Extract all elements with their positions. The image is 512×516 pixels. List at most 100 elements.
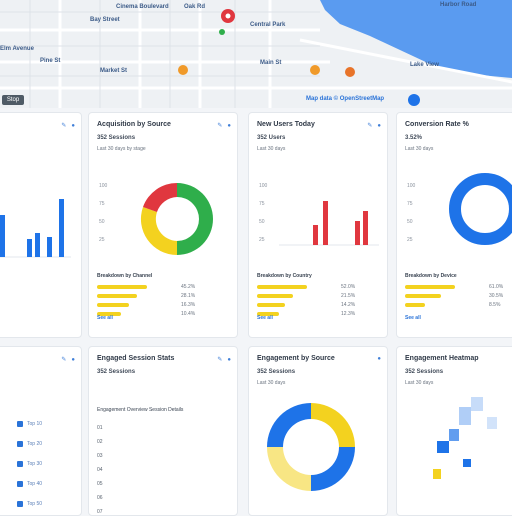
list-item-label: Top 40 — [27, 481, 43, 487]
heat-cell — [449, 429, 459, 441]
table-row[interactable]: 02 — [97, 437, 227, 447]
card-tools: ✎ ● — [212, 122, 231, 129]
legend-value: 61.0% — [489, 284, 504, 290]
donut-chart — [140, 182, 213, 256]
list-item[interactable]: Top 50 — [0, 499, 81, 509]
edit-icon[interactable]: ✎ — [217, 357, 223, 363]
checkbox[interactable] — [17, 481, 23, 487]
card-title: Engagement Heatmap — [405, 355, 479, 362]
map-street-label: Main St — [260, 60, 282, 66]
card-tools: ● — [372, 356, 381, 362]
legend-value: 21.5% — [341, 293, 356, 299]
map-street-label: Oak Rd — [184, 4, 206, 10]
donut-slice — [267, 403, 311, 447]
table-header: Engagement Overview Session Details — [97, 407, 184, 413]
legend-bar — [257, 312, 280, 316]
legend-bar — [405, 303, 425, 307]
heat-cell — [433, 469, 441, 479]
card-acquisition: Acquisition by Source ✎ ● 352 Sessions La… — [88, 112, 238, 338]
info-icon[interactable]: ● — [377, 356, 381, 362]
map-pin-green-icon — [219, 29, 225, 35]
list-item[interactable]: Top 10 — [0, 419, 81, 429]
row-number: 03 — [97, 453, 103, 459]
bar — [313, 225, 318, 245]
card-range: Last 30 days — [257, 380, 286, 386]
see-all-link[interactable]: See all — [257, 315, 273, 321]
map-canvas[interactable] — [0, 0, 512, 108]
card-metric: 3.52% — [405, 135, 423, 141]
y-tick: 25 — [407, 237, 413, 243]
donut-slice — [311, 447, 355, 491]
y-tick: 75 — [259, 201, 265, 207]
map-street-label: Pine St — [40, 58, 61, 64]
heat-cell — [487, 417, 497, 429]
map-stop-button[interactable]: Stop — [2, 95, 24, 105]
edit-icon[interactable]: ✎ — [61, 123, 67, 129]
table-row[interactable]: 06 — [97, 493, 227, 503]
card-conversion: Conversion Rate % 3.52% Last 30 days 100… — [396, 112, 512, 338]
card-title: Acquisition by Source — [97, 121, 171, 128]
legend-bar — [405, 294, 441, 298]
legend-bar — [257, 285, 307, 289]
legend-row: 52.0% — [257, 284, 355, 290]
list-item[interactable]: Top 30 — [0, 459, 81, 469]
row-number: 02 — [97, 439, 103, 445]
bar — [355, 221, 360, 245]
y-tick: 50 — [99, 219, 105, 225]
info-icon[interactable]: ● — [71, 357, 75, 363]
map-attribution[interactable]: Map data © OpenStreetMap — [306, 96, 385, 102]
legend-bar — [257, 294, 293, 298]
donut-slice — [177, 183, 213, 255]
edit-icon[interactable]: ✎ — [61, 357, 67, 363]
legend-row: 21.5% — [257, 293, 355, 299]
list-item-label: Top 50 — [27, 501, 43, 507]
y-tick: 50 — [259, 219, 265, 225]
location-icon[interactable] — [408, 94, 420, 106]
card-range: Last 30 days by stage — [97, 146, 146, 152]
see-all-link[interactable]: See all — [97, 315, 113, 321]
card-heatmap: Engagement Heatmap 352 Sessions Last 30 … — [396, 346, 512, 516]
card-metric: 352 Sessions — [97, 369, 136, 375]
legend-bar — [97, 303, 129, 307]
heat-cell — [463, 459, 471, 467]
info-icon[interactable]: ● — [227, 123, 231, 129]
list-item-label: Top 20 — [27, 441, 43, 447]
list-item-label: Top 10 — [27, 421, 43, 427]
map-street-label: Harbor Road — [440, 2, 477, 8]
y-tick: 75 — [99, 201, 105, 207]
legend-row: 12.3% — [257, 311, 355, 317]
edit-icon[interactable]: ✎ — [367, 123, 373, 129]
map-street-label: Elm Avenue — [0, 46, 34, 52]
see-all-link[interactable]: See all — [405, 315, 421, 321]
info-icon[interactable]: ● — [71, 123, 75, 129]
legend-value: 16.3% — [181, 302, 196, 308]
map-street-label: Central Park — [250, 22, 286, 28]
card-range: Last 30 days — [405, 380, 434, 386]
bar-chart — [0, 199, 71, 258]
legend-value: 10.4% — [181, 311, 196, 317]
legend-row: 30.5% — [405, 293, 503, 299]
checkbox[interactable] — [17, 501, 23, 507]
y-tick: 75 — [407, 201, 413, 207]
list-item[interactable]: Top 20 — [0, 439, 81, 449]
table-row[interactable]: 05 — [97, 479, 227, 489]
list-item[interactable]: Top 40 — [0, 479, 81, 489]
checkbox[interactable] — [17, 421, 23, 427]
checkbox[interactable] — [17, 461, 23, 467]
bar-chart — [279, 201, 379, 246]
legend-value: 28.1% — [181, 293, 196, 299]
info-icon[interactable]: ● — [227, 357, 231, 363]
legend-bar — [97, 312, 121, 316]
card-bar-chart-left: ✎ ● — [0, 112, 82, 338]
table-row[interactable]: 01 — [97, 423, 227, 433]
row-number: 05 — [97, 481, 103, 487]
table-row[interactable]: 03 — [97, 451, 227, 461]
legend-value: 30.5% — [489, 293, 504, 299]
edit-icon[interactable]: ✎ — [217, 123, 223, 129]
checkbox[interactable] — [17, 441, 23, 447]
legend-row: 16.3% — [97, 302, 195, 308]
card-title: Conversion Rate % — [405, 121, 469, 128]
table-row[interactable]: 04 — [97, 465, 227, 475]
map-view[interactable]: Cinema Boulevard Bay Street Elm Avenue Pine… — [0, 0, 512, 108]
info-icon[interactable]: ● — [377, 123, 381, 129]
